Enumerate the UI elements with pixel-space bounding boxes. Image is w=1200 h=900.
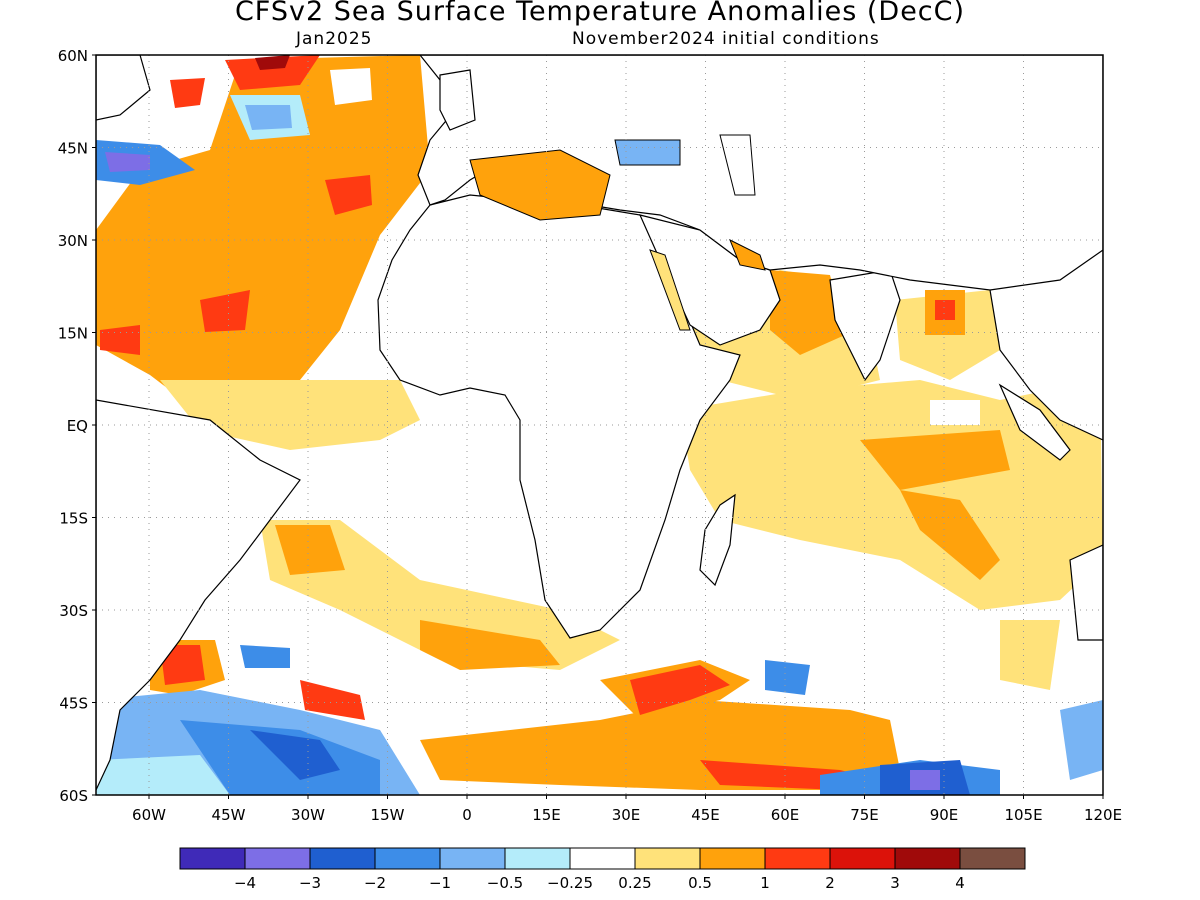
anomaly-south-atlantic-warm bbox=[275, 525, 345, 575]
colorbar-swatch bbox=[829, 847, 896, 870]
colorbar-swatch bbox=[504, 847, 571, 870]
longitude-labels: 60W 45W 30W 15W 0 15E 30E 45E 60E 75E 90E 105E 120E bbox=[132, 795, 1122, 824]
anomaly-bay-of-bengal-red bbox=[935, 300, 955, 320]
anomaly-south-atlantic-cold-core bbox=[250, 730, 340, 780]
caspian-sea bbox=[719, 134, 756, 196]
colorbar-tick-label: −2 bbox=[364, 874, 386, 892]
colorbar-tick-label: 3 bbox=[890, 874, 900, 892]
australia bbox=[1069, 544, 1103, 641]
south-america-coastline bbox=[96, 399, 301, 791]
anomaly-south-atlantic-cool-belt bbox=[96, 755, 230, 795]
lat-tick-label: 30S bbox=[59, 602, 88, 620]
latitude-labels: 60N 45N 30N 15N EQ 15S 30S 45S 60S bbox=[58, 47, 96, 805]
lon-tick-label: 75E bbox=[850, 806, 879, 824]
anomaly-atlantic-red-3 bbox=[200, 290, 250, 332]
colorbar-tick-label: 0.25 bbox=[618, 874, 651, 892]
anomaly-atlantic-white-gap bbox=[330, 68, 372, 105]
europe-asia bbox=[417, 55, 1103, 291]
red-sea bbox=[649, 249, 691, 331]
colorbar-swatch bbox=[374, 847, 441, 870]
anomaly-indian-ocean-cool-spot-2 bbox=[765, 660, 810, 695]
colorbar-swatch bbox=[309, 847, 376, 870]
colorbar-swatch bbox=[569, 847, 636, 870]
anomaly-gulf-colder bbox=[105, 152, 150, 172]
colorbar-swatch bbox=[959, 847, 1026, 870]
anomaly-southern-indian-cool bbox=[1060, 700, 1103, 780]
lat-tick-label: 15N bbox=[58, 325, 88, 343]
anomaly-atlantic-red-1 bbox=[225, 55, 320, 90]
lat-tick-label: 60N bbox=[58, 47, 88, 65]
colorbar-tick-label: −4 bbox=[234, 874, 256, 892]
anomaly-south-atlantic-warm-2 bbox=[420, 620, 560, 670]
lat-tick-label: 60S bbox=[59, 787, 88, 805]
colorbar-swatch bbox=[439, 847, 506, 870]
sumatra bbox=[998, 383, 1071, 461]
anomaly-indian-ocean-band bbox=[1000, 620, 1060, 690]
anomaly-atlantic-cool-core bbox=[245, 105, 292, 130]
anomaly-arabian-sea-warm bbox=[770, 270, 845, 355]
colorbar-swatch bbox=[244, 847, 311, 870]
colorbar-tick-label: −0.5 bbox=[487, 874, 523, 892]
inland-seas bbox=[469, 134, 766, 331]
anomaly-atlantic-red-4 bbox=[100, 325, 140, 355]
lat-tick-label: 15S bbox=[59, 510, 88, 528]
lat-tick-label: EQ bbox=[67, 417, 88, 435]
anomaly-atlantic-red-2 bbox=[325, 175, 372, 215]
lon-tick-label: 0 bbox=[462, 806, 472, 824]
anomaly-north-atlantic-warm-band bbox=[96, 180, 360, 330]
colorbar-swatch bbox=[894, 847, 961, 870]
anomaly-indian-ocean-cool-spot bbox=[930, 400, 980, 425]
lon-tick-label: 60E bbox=[771, 806, 800, 824]
valid-month-label: Jan2025 bbox=[296, 29, 373, 49]
colorbar-tick-label: −3 bbox=[299, 874, 321, 892]
colorbar-tick-label: 2 bbox=[825, 874, 835, 892]
southeast-asia bbox=[989, 249, 1103, 441]
british-isles bbox=[439, 69, 476, 131]
init-conditions-label: November2024 initial conditions bbox=[572, 29, 880, 49]
colorbar-tick-label: 4 bbox=[955, 874, 965, 892]
lat-tick-label: 45N bbox=[58, 140, 88, 158]
anomaly-atlantic-red-5 bbox=[170, 78, 205, 108]
colorbar-swatch bbox=[179, 847, 246, 870]
lon-tick-label: 30W bbox=[291, 806, 325, 824]
lon-tick-label: 15E bbox=[532, 806, 561, 824]
colorbar-tick-label: −0.25 bbox=[547, 874, 593, 892]
land bbox=[96, 55, 1103, 791]
map-title: CFSv2 Sea Surface Temperature Anomalies … bbox=[234, 0, 966, 27]
lon-tick-label: 30E bbox=[612, 806, 641, 824]
mediterranean-sea bbox=[469, 149, 611, 221]
lon-tick-label: 120E bbox=[1084, 806, 1122, 824]
colorbar-tick-label: 1 bbox=[760, 874, 770, 892]
anomaly-south-atlantic-spot-1 bbox=[240, 645, 290, 668]
colorbar bbox=[179, 847, 1026, 870]
anomaly-indian-ocean-warm-band bbox=[860, 430, 1010, 490]
lon-tick-label: 15W bbox=[371, 806, 405, 824]
colorbar-swatch bbox=[764, 847, 831, 870]
anomaly-south-atlantic-band bbox=[260, 520, 620, 670]
colorbar-tick-label: −1 bbox=[429, 874, 451, 892]
lat-tick-label: 30N bbox=[58, 232, 88, 250]
anomaly-antarctic-coldest bbox=[910, 770, 940, 790]
lon-tick-label: 45W bbox=[212, 806, 246, 824]
colorbar-swatch bbox=[634, 847, 701, 870]
colorbar-tick-label: 0.5 bbox=[688, 874, 712, 892]
lon-tick-label: 60W bbox=[132, 806, 166, 824]
colorbar-swatch bbox=[699, 847, 766, 870]
north-america bbox=[96, 55, 151, 121]
anomaly-brazil-current-red bbox=[160, 645, 205, 685]
black-sea bbox=[614, 139, 681, 166]
lon-tick-label: 105E bbox=[1004, 806, 1042, 824]
lon-tick-label: 45E bbox=[691, 806, 720, 824]
anomaly-field bbox=[96, 55, 1103, 795]
anomaly-indian-ocean-warm-streak bbox=[900, 490, 1000, 580]
persian-gulf bbox=[729, 238, 766, 271]
anomaly-southern-ocean-red-2 bbox=[300, 680, 365, 720]
anomaly-atlantic-dark-red bbox=[255, 55, 290, 70]
lon-tick-label: 90E bbox=[930, 806, 959, 824]
lat-tick-label: 45S bbox=[59, 695, 88, 713]
colorbar-labels: −4 −3 −2 −1 −0.5 −0.25 0.25 0.5 1 2 3 4 bbox=[234, 874, 965, 892]
